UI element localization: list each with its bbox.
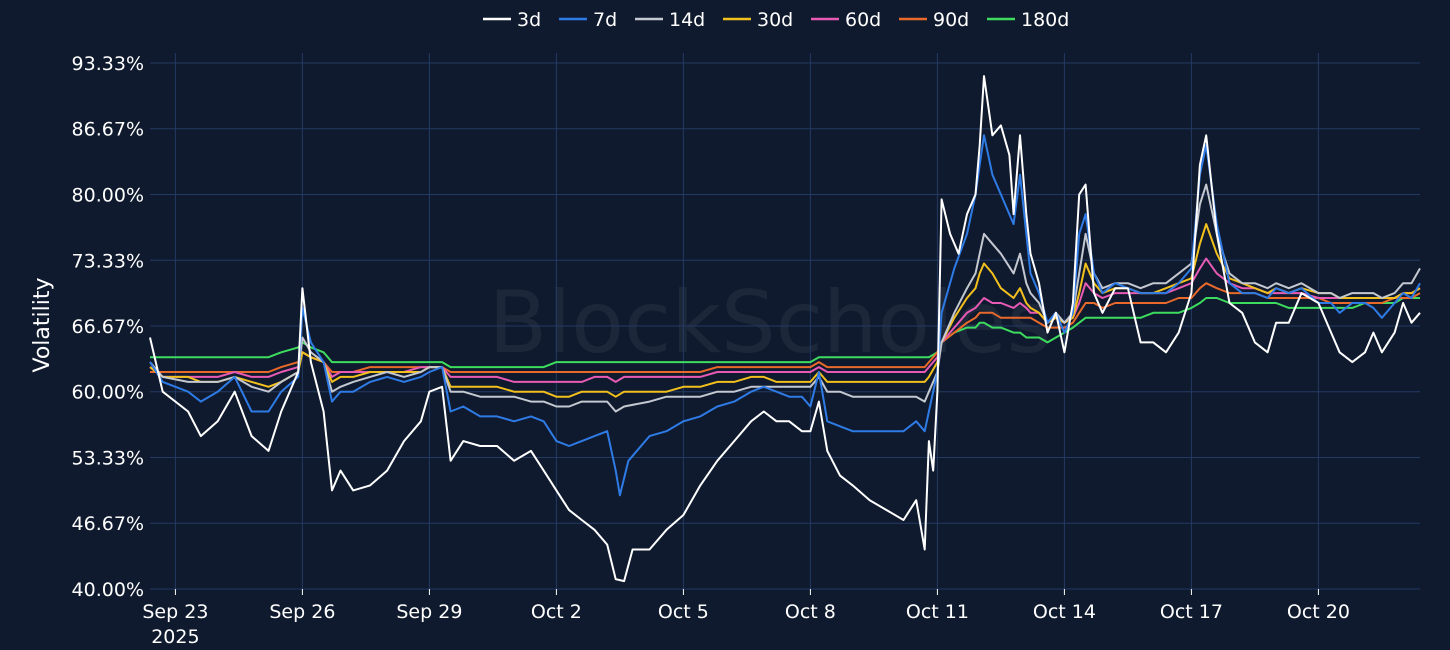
legend-item-14d[interactable]: 14d <box>635 9 705 31</box>
x-tick-label: Oct 5 <box>658 601 709 623</box>
x-tick-label: Sep 29 <box>396 601 462 623</box>
y-tick-label: 60.00% <box>72 382 144 404</box>
legend-label: 3d <box>517 9 541 31</box>
y-axis: 40.00% 46.67% 53.33% 60.00% 66.67% 73.33% 80.0… <box>72 53 144 601</box>
legend[interactable]: 3d 7d 14d 30d 60d 90d 180d <box>483 9 1069 31</box>
legend-label: 180d <box>1021 9 1069 31</box>
series-line-180d <box>150 297 1420 369</box>
legend-item-30d[interactable]: 30d <box>723 9 793 31</box>
legend-item-60d[interactable]: 60d <box>811 9 881 31</box>
series-lines <box>149 75 1421 583</box>
y-axis-title: Volatility <box>30 277 55 372</box>
y-tick-label: 53.33% <box>72 448 144 470</box>
legend-label: 30d <box>757 9 793 31</box>
y-tick-label: 46.67% <box>72 513 144 535</box>
legend-label: 60d <box>845 9 881 31</box>
x-tick-label: Sep 26 <box>269 601 335 623</box>
series-line-90d <box>150 282 1421 373</box>
x-tick-label: Oct 8 <box>785 601 836 623</box>
legend-label: 7d <box>593 9 617 31</box>
x-tick-year-label: 2025 <box>151 626 199 648</box>
y-tick-label: 80.00% <box>72 184 144 206</box>
y-tick-label: 93.33% <box>72 53 144 75</box>
series-line-30d <box>149 223 1421 398</box>
y-tick-label: 40.00% <box>72 579 144 601</box>
x-tick-label: Oct 2 <box>531 601 582 623</box>
x-tick-label: Oct 11 <box>906 601 969 623</box>
x-axis: Sep 23 2025 Sep 26 Sep 29 Oct 2 Oct 5 Oct 8 Oct… <box>142 589 1350 648</box>
legend-item-180d[interactable]: 180d <box>987 9 1069 31</box>
y-tick-label: 73.33% <box>72 250 144 272</box>
series-line-7d <box>149 134 1421 497</box>
legend-item-7d[interactable]: 7d <box>559 9 617 31</box>
x-tick-label: Oct 17 <box>1160 601 1223 623</box>
y-tick-label: 86.67% <box>72 119 144 141</box>
legend-label: 14d <box>669 9 705 31</box>
x-tick-label: Oct 14 <box>1033 601 1096 623</box>
series-line-3d <box>149 75 1421 583</box>
x-tick-label: Oct 20 <box>1287 601 1350 623</box>
legend-item-3d[interactable]: 3d <box>483 9 541 31</box>
x-tick-label: Sep 23 <box>142 601 208 623</box>
y-tick-label: 66.67% <box>72 316 144 338</box>
legend-label: 90d <box>933 9 969 31</box>
legend-item-90d[interactable]: 90d <box>899 9 969 31</box>
